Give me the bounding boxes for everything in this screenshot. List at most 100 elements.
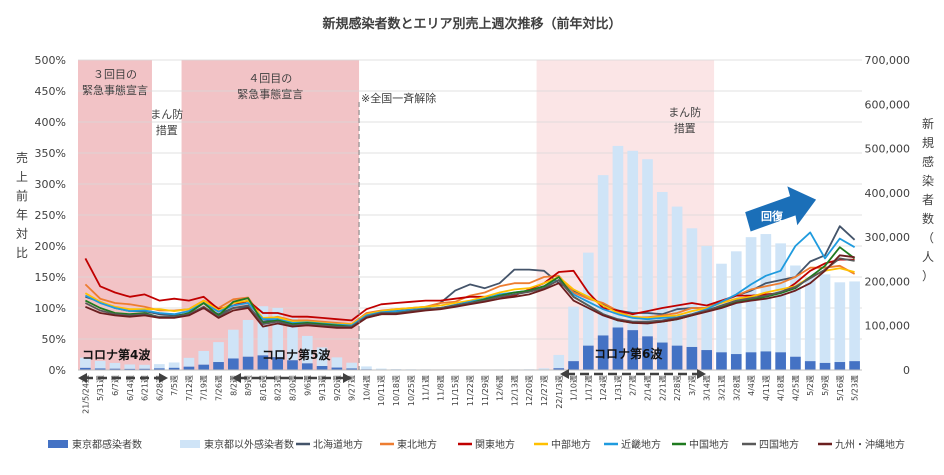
bar-other-prefectures bbox=[198, 351, 209, 365]
x-tick-label: 3/14週 bbox=[703, 375, 712, 401]
bar-other-prefectures bbox=[184, 358, 195, 367]
x-tick-label: 12/6週 bbox=[496, 375, 505, 401]
legend-label: 九州・沖縄地方 bbox=[835, 438, 905, 451]
bar-tokyo bbox=[805, 361, 816, 370]
y-left-tick-label: 450% bbox=[35, 85, 66, 98]
x-tick-label: 4/25週 bbox=[791, 375, 800, 401]
period-label-line: 緊急事態宣言 bbox=[237, 87, 303, 101]
bar-tokyo bbox=[213, 362, 224, 370]
bar-other-prefectures bbox=[775, 243, 786, 352]
x-tick-label: 7/19週 bbox=[200, 375, 209, 401]
period-label-line: まん防 bbox=[668, 105, 701, 119]
y-right-tick-label: 700,000 bbox=[865, 54, 911, 67]
y-left-tick-label: 400% bbox=[35, 116, 66, 129]
x-tick-label: 3/7週 bbox=[688, 375, 697, 396]
y-right-axis-title-char: ） bbox=[922, 269, 934, 283]
y-right-axis-title-char: （ bbox=[922, 231, 934, 245]
bar-tokyo bbox=[701, 350, 712, 370]
bar-other-prefectures bbox=[228, 330, 239, 359]
y-left-tick-label: 350% bbox=[35, 147, 66, 160]
x-tick-label: 1/24週 bbox=[599, 375, 608, 401]
bar-other-prefectures bbox=[124, 364, 135, 368]
bar-other-prefectures bbox=[361, 366, 372, 369]
y-right-axis-title-char: 染 bbox=[922, 173, 934, 188]
y-left-tick-label: 250% bbox=[35, 209, 66, 222]
bar-other-prefectures bbox=[346, 363, 357, 369]
legend-label: 北海道地方 bbox=[313, 438, 363, 451]
y-right-tick-label: 400,000 bbox=[865, 187, 911, 200]
bar-tokyo bbox=[672, 346, 683, 370]
x-tick-label: 4/18週 bbox=[777, 375, 786, 401]
period-label-line: 緊急事態宣言 bbox=[82, 83, 148, 97]
y-left-tick-label: 150% bbox=[35, 271, 66, 284]
lift-marker-label: ※全国一斉解除 bbox=[361, 91, 436, 105]
period-label-line: 措置 bbox=[674, 121, 696, 135]
x-tick-label: 12/27週 bbox=[540, 375, 549, 406]
bar-tokyo bbox=[243, 357, 254, 370]
legend-label: 東京都以外感染者数 bbox=[204, 438, 294, 451]
bar-other-prefectures bbox=[687, 228, 698, 347]
y-left-tick-label: 200% bbox=[35, 240, 66, 253]
x-tick-label: 2/21週 bbox=[658, 375, 667, 401]
manbo-summer-label: まん防 bbox=[150, 107, 183, 121]
x-tick-label: 10/11週 bbox=[377, 375, 386, 406]
x-tick-label: 7/12週 bbox=[185, 375, 194, 401]
legend-label: 東京都感染者数 bbox=[72, 438, 142, 451]
y-right-tick-label: 100,000 bbox=[865, 320, 911, 333]
y-right-axis-title-char: 者 bbox=[922, 193, 934, 207]
legend-swatch bbox=[180, 440, 200, 448]
x-tick-label: 10/25週 bbox=[407, 375, 416, 406]
x-tick-label: 11/22週 bbox=[466, 375, 475, 406]
x-tick-label: 1/10週 bbox=[570, 375, 579, 401]
bar-tokyo bbox=[746, 352, 757, 370]
bar-other-prefectures bbox=[139, 365, 150, 369]
bar-other-prefectures bbox=[701, 246, 712, 350]
recovery-arrow bbox=[742, 182, 820, 234]
bar-other-prefectures bbox=[110, 363, 121, 369]
y-right-tick-label: 300,000 bbox=[865, 231, 911, 244]
bar-tokyo bbox=[583, 346, 594, 370]
x-tick-label: 2/28週 bbox=[673, 375, 682, 401]
wave5-label: コロナ第5波 bbox=[262, 347, 331, 362]
bar-other-prefectures bbox=[332, 357, 343, 367]
bar-tokyo bbox=[834, 362, 845, 370]
bar-other-prefectures bbox=[613, 146, 624, 328]
bar-other-prefectures bbox=[849, 281, 860, 361]
bar-other-prefectures bbox=[169, 362, 180, 367]
x-tick-label: 11/15週 bbox=[451, 375, 460, 406]
bar-tokyo bbox=[775, 352, 786, 370]
x-tick-label: 5/16週 bbox=[836, 375, 845, 401]
legend-label: 中部地方 bbox=[551, 438, 591, 451]
legend-label: 東北地方 bbox=[397, 438, 437, 451]
wave4-label: コロナ第4波 bbox=[82, 347, 151, 362]
x-tick-label: 1/17週 bbox=[584, 375, 593, 401]
x-tick-label: 4/11週 bbox=[762, 375, 771, 401]
bar-other-prefectures bbox=[213, 342, 224, 362]
manbo-summer-label: 措置 bbox=[156, 123, 178, 137]
y-right-tick-label: 0 bbox=[903, 364, 910, 377]
period-label-line: ３回目の bbox=[93, 68, 137, 81]
bar-tokyo bbox=[716, 352, 727, 370]
bar-tokyo bbox=[820, 363, 831, 370]
legend-swatch bbox=[48, 440, 68, 448]
bar-other-prefectures bbox=[672, 207, 683, 346]
x-tick-label: 12/20週 bbox=[525, 375, 534, 406]
legend-label: 関東地方 bbox=[475, 438, 515, 451]
bar-tokyo bbox=[302, 363, 313, 370]
x-tick-label: 1/31週 bbox=[614, 375, 623, 401]
bar-tokyo bbox=[568, 361, 579, 370]
y-right-axis-title-char: 規 bbox=[922, 135, 934, 150]
bar-other-prefectures bbox=[154, 364, 165, 368]
y-right-axis-title-char: 新 bbox=[922, 116, 934, 131]
legend-label: 四国地方 bbox=[759, 438, 799, 451]
bar-other-prefectures bbox=[539, 368, 550, 369]
x-tick-label: 22/1/3週 bbox=[555, 375, 564, 409]
y-left-axis-title-char: 年 bbox=[16, 208, 28, 222]
x-tick-label: 11/1週 bbox=[422, 375, 431, 401]
bar-tokyo bbox=[849, 361, 860, 370]
x-tick-label: 3/28週 bbox=[732, 375, 741, 401]
bar-tokyo bbox=[687, 347, 698, 370]
bar-other-prefectures bbox=[805, 277, 816, 361]
x-tick-label: 7/5週 bbox=[170, 375, 179, 396]
